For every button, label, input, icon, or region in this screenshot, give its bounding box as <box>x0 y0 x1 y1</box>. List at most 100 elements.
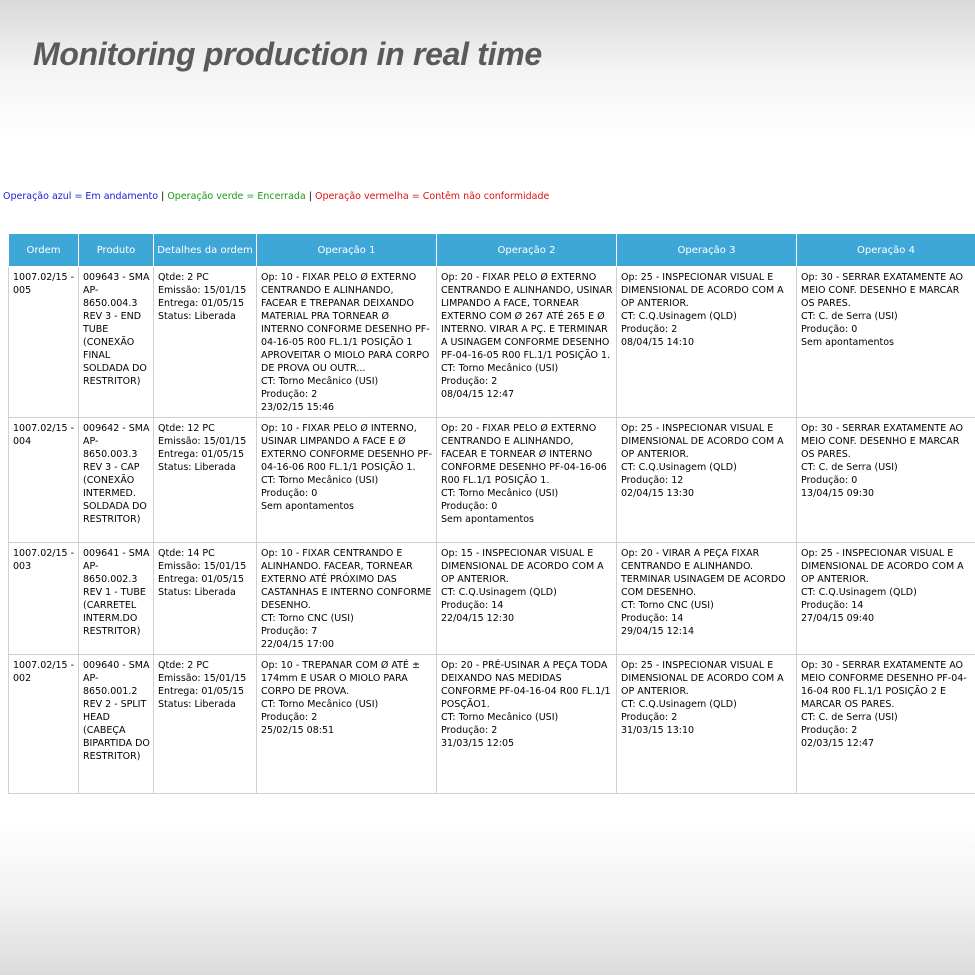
operation-description: Op: 25 - INSPECIONAR VISUAL E DIMENSIONA… <box>801 548 964 585</box>
operation-description: Op: 10 - FIXAR PELO Ø EXTERNO CENTRANDO … <box>261 272 430 374</box>
operation-production: Produção: 0 <box>801 475 858 486</box>
legend-separator: | <box>158 191 168 202</box>
detalhe-line: Emissão: 15/01/15 <box>158 285 247 296</box>
operation-description: Op: 20 - FIXAR PELO Ø EXTERNO CENTRANDO … <box>441 272 613 361</box>
operation-cell-1[interactable]: Op: 10 - FIXAR CENTRANDO E ALINHANDO. FA… <box>256 542 437 655</box>
operation-production: Produção: 0 <box>801 324 858 335</box>
operation-work-center: CT: Torno CNC (USI) <box>621 600 714 611</box>
header-produto[interactable]: Produto <box>78 233 154 267</box>
detalhe-line: Emissão: 15/01/15 <box>158 673 247 684</box>
operation-work-center: CT: C.Q.Usinagem (QLD) <box>621 311 737 322</box>
table-row[interactable]: 1007.02/15 - 003 009641 - SMA AP-8650.002… <box>8 542 975 655</box>
operation-cell-4[interactable]: Op: 30 - SERRAR EXATAMENTE AO MEIO CONF.… <box>796 417 975 543</box>
detalhe-line: Entrega: 01/05/15 <box>158 574 245 585</box>
operation-work-center: CT: Torno CNC (USI) <box>261 613 354 624</box>
detalhe-line: Emissão: 15/01/15 <box>158 436 247 447</box>
ordem-cell[interactable]: 1007.02/15 - 005 <box>8 266 79 418</box>
produto-cell[interactable]: 009640 - SMA AP-8650.001.2 REV 2 - SPLIT… <box>78 654 154 794</box>
operation-production: Produção: 2 <box>261 712 318 723</box>
operation-work-center: CT: C.Q.Usinagem (QLD) <box>441 587 557 598</box>
detalhe-line: Qtde: 2 PC <box>158 272 209 283</box>
detalhe-line: Qtde: 12 PC <box>158 423 215 434</box>
operation-work-center: CT: C. de Serra (USI) <box>801 462 898 473</box>
operation-work-center: CT: Torno Mecânico (USI) <box>441 488 559 499</box>
produto-cell[interactable]: 009643 - SMA AP-8650.004.3 REV 3 - END T… <box>78 266 154 418</box>
operation-timestamp: Sem apontamentos <box>801 337 894 348</box>
operation-cell-3[interactable]: Op: 20 - VIRAR A PEÇA FIXAR CENTRANDO E … <box>616 542 797 655</box>
operation-production: Produção: 2 <box>801 725 858 736</box>
operation-cell-3[interactable]: Op: 25 - INSPECIONAR VISUAL E DIMENSIONA… <box>616 417 797 543</box>
table-row[interactable]: 1007.02/15 - 004 009642 - SMA AP-8650.003… <box>8 417 975 543</box>
detalhe-line: Entrega: 01/05/15 <box>158 298 245 309</box>
operation-cell-2[interactable]: Op: 20 - FIXAR PELO Ø EXTERNO CENTRANDO … <box>436 266 617 418</box>
detalhes-cell: Qtde: 14 PC Emissão: 15/01/15 Entrega: 01/… <box>153 542 257 655</box>
operation-timestamp: 23/02/15 15:46 <box>261 402 335 413</box>
operation-description: Op: 10 - FIXAR PELO Ø INTERNO, USINAR LI… <box>261 423 433 473</box>
operation-description: Op: 25 - INSPECIONAR VISUAL E DIMENSIONA… <box>621 272 784 309</box>
operation-cell-1[interactable]: Op: 10 - FIXAR PELO Ø INTERNO, USINAR LI… <box>256 417 437 543</box>
detalhe-line: Entrega: 01/05/15 <box>158 686 245 697</box>
operation-work-center: CT: C.Q.Usinagem (QLD) <box>621 699 737 710</box>
ordem-cell[interactable]: 1007.02/15 - 004 <box>8 417 79 543</box>
operation-production: Produção: 2 <box>441 725 498 736</box>
detalhe-line: Qtde: 2 PC <box>158 660 209 671</box>
operation-production: Produção: 2 <box>621 324 678 335</box>
operation-work-center: CT: Torno Mecânico (USI) <box>441 712 559 723</box>
operation-timestamp: 22/04/15 12:30 <box>441 613 515 624</box>
production-orders-table: Ordem Produto Detalhes da ordem Operação… <box>8 233 975 794</box>
slide-title: Monitoring production in real time <box>33 36 542 72</box>
operation-work-center: CT: C. de Serra (USI) <box>801 712 898 723</box>
operation-cell-1[interactable]: Op: 10 - FIXAR PELO Ø EXTERNO CENTRANDO … <box>256 266 437 418</box>
operation-timestamp: 08/04/15 12:47 <box>441 389 515 400</box>
produto-cell[interactable]: 009642 - SMA AP-8650.003.3 REV 3 - CAP (… <box>78 417 154 543</box>
operation-production: Produção: 14 <box>621 613 684 624</box>
operation-cell-4[interactable]: Op: 30 - SERRAR EXATAMENTE AO MEIO CONF.… <box>796 266 975 418</box>
detalhe-line: Emissão: 15/01/15 <box>158 561 247 572</box>
legend-green: Operação verde = Encerrada <box>167 191 306 202</box>
operation-cell-4[interactable]: Op: 25 - INSPECIONAR VISUAL E DIMENSIONA… <box>796 542 975 655</box>
operation-production: Produção: 12 <box>621 475 684 486</box>
operation-cell-2[interactable]: Op: 20 - FIXAR PELO Ø EXTERNO CENTRANDO … <box>436 417 617 543</box>
header-operacao-1[interactable]: Operação 1 <box>256 233 437 267</box>
operation-description: Op: 20 - VIRAR A PEÇA FIXAR CENTRANDO E … <box>621 548 786 598</box>
operation-production: Produção: 2 <box>621 712 678 723</box>
operation-cell-3[interactable]: Op: 25 - INSPECIONAR VISUAL E DIMENSIONA… <box>616 266 797 418</box>
header-ordem[interactable]: Ordem <box>8 233 79 267</box>
header-operacao-4[interactable]: Operação 4 <box>796 233 975 267</box>
operation-timestamp: 13/04/15 09:30 <box>801 488 875 499</box>
detalhe-line: Status: Liberada <box>158 699 236 710</box>
operation-description: Op: 30 - SERRAR EXATAMENTE AO MEIO CONF.… <box>801 272 964 309</box>
legend-blue: Operação azul = Em andamento <box>3 191 159 202</box>
operation-production: Produção: 14 <box>441 600 504 611</box>
operation-timestamp: 02/03/15 12:47 <box>801 738 875 749</box>
operation-timestamp: 25/02/15 08:51 <box>261 725 335 736</box>
header-detalhes[interactable]: Detalhes da ordem <box>153 233 257 267</box>
operation-cell-1[interactable]: Op: 10 - TREPANAR COM Ø ATÉ ± 174mm E US… <box>256 654 437 794</box>
operation-timestamp: 29/04/15 12:14 <box>621 626 695 637</box>
operation-cell-2[interactable]: Op: 20 - PRÉ-USINAR A PEÇA TODA DEIXANDO… <box>436 654 617 794</box>
header-operacao-2[interactable]: Operação 2 <box>436 233 617 267</box>
detalhe-line: Entrega: 01/05/15 <box>158 449 245 460</box>
detalhe-line: Status: Liberada <box>158 311 236 322</box>
operation-description: Op: 10 - TREPANAR COM Ø ATÉ ± 174mm E US… <box>261 660 420 697</box>
operation-timestamp: 08/04/15 14:10 <box>621 337 695 348</box>
operation-timestamp: 31/03/15 13:10 <box>621 725 695 736</box>
operation-cell-2[interactable]: Op: 15 - INSPECIONAR VISUAL E DIMENSIONA… <box>436 542 617 655</box>
detalhes-cell: Qtde: 2 PC Emissão: 15/01/15 Entrega: 01/0… <box>153 654 257 794</box>
operation-timestamp: Sem apontamentos <box>441 514 534 525</box>
operation-description: Op: 30 - SERRAR EXATAMENTE AO MEIO CONFO… <box>801 660 967 710</box>
table-row[interactable]: 1007.02/15 - 005 009643 - SMA AP-8650.004… <box>8 266 975 418</box>
operation-cell-3[interactable]: Op: 25 - INSPECIONAR VISUAL E DIMENSIONA… <box>616 654 797 794</box>
produto-cell[interactable]: 009641 - SMA AP-8650.002.3 REV 1 - TUBE … <box>78 542 154 655</box>
operation-work-center: CT: C.Q.Usinagem (QLD) <box>801 587 917 598</box>
table-row[interactable]: 1007.02/15 - 002 009640 - SMA AP-8650.001… <box>8 654 975 794</box>
operation-cell-4[interactable]: Op: 30 - SERRAR EXATAMENTE AO MEIO CONFO… <box>796 654 975 794</box>
operation-production: Produção: 0 <box>441 501 498 512</box>
operation-description: Op: 25 - INSPECIONAR VISUAL E DIMENSIONA… <box>621 423 784 460</box>
header-operacao-3[interactable]: Operação 3 <box>616 233 797 267</box>
operation-work-center: CT: C. de Serra (USI) <box>801 311 898 322</box>
operation-production: Produção: 2 <box>261 389 318 400</box>
ordem-cell[interactable]: 1007.02/15 - 003 <box>8 542 79 655</box>
ordem-cell[interactable]: 1007.02/15 - 002 <box>8 654 79 794</box>
detalhes-cell: Qtde: 2 PC Emissão: 15/01/15 Entrega: 01/0… <box>153 266 257 418</box>
